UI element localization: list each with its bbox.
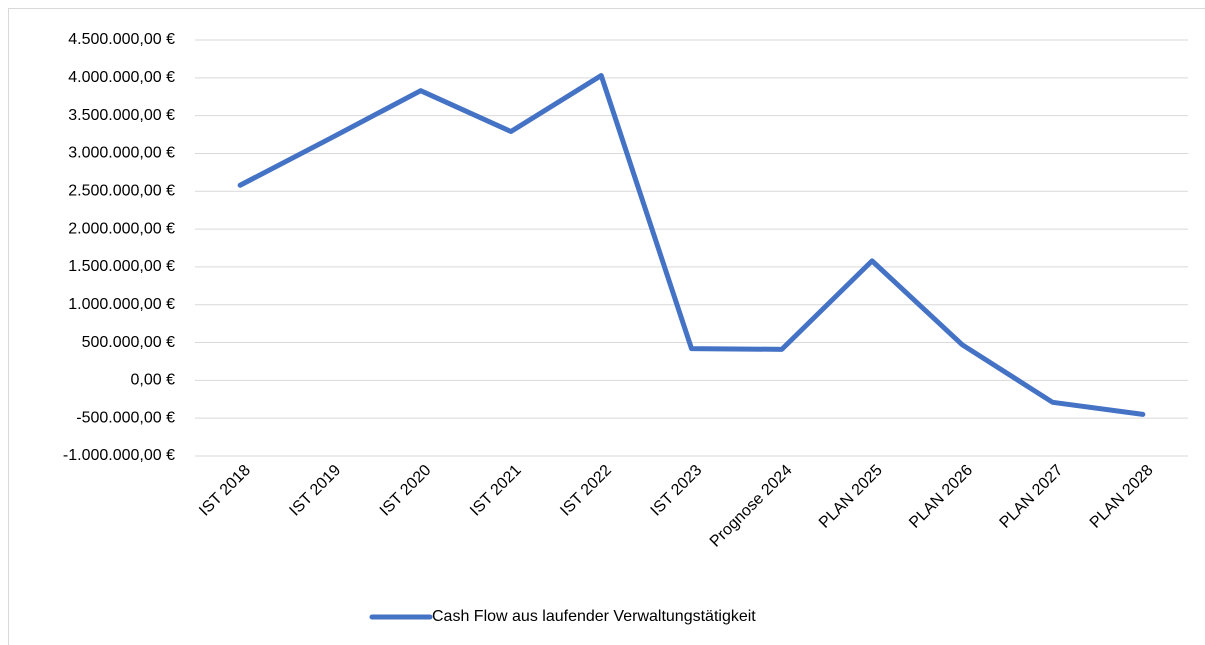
x-tick-label: PLAN 2028	[1087, 462, 1157, 532]
data-line	[237, 73, 1146, 417]
y-tick-label: 500.000,00 €	[82, 334, 176, 351]
legend-label: Cash Flow aus laufender Verwaltungstätig…	[432, 608, 756, 625]
y-tick-label: 1.500.000,00 €	[68, 258, 175, 275]
y-tick-label: 0,00 €	[131, 372, 176, 389]
y-tick-label: 3.500.000,00 €	[68, 107, 175, 124]
x-tick-label: IST 2018	[196, 462, 254, 520]
y-tick-label: -1.000.000,00 €	[63, 447, 175, 464]
y-tick-label: 3.000.000,00 €	[68, 145, 175, 162]
x-tick-label: Prognose 2024	[707, 462, 796, 551]
x-tick-label: IST 2019	[286, 462, 344, 520]
x-tick-label: IST 2021	[467, 462, 525, 520]
y-tick-label: 2.500.000,00 €	[68, 182, 175, 199]
y-tick-label: -500.000,00 €	[76, 409, 175, 426]
x-tick-label: PLAN 2026	[906, 462, 976, 532]
y-tick-label: 4.000.000,00 €	[68, 69, 175, 86]
chart-border	[8, 8, 1205, 645]
y-tick-label: 1.000.000,00 €	[68, 296, 175, 313]
x-tick-label: PLAN 2025	[816, 462, 886, 532]
y-tick-label: 4.500.000,00 €	[68, 31, 175, 48]
x-tick-label: IST 2023	[648, 462, 706, 520]
y-tick-label: 2.000.000,00 €	[68, 220, 175, 237]
x-tick-label: IST 2020	[377, 462, 435, 520]
x-tick-label: PLAN 2027	[997, 462, 1067, 532]
x-tick-label: IST 2022	[557, 462, 615, 520]
